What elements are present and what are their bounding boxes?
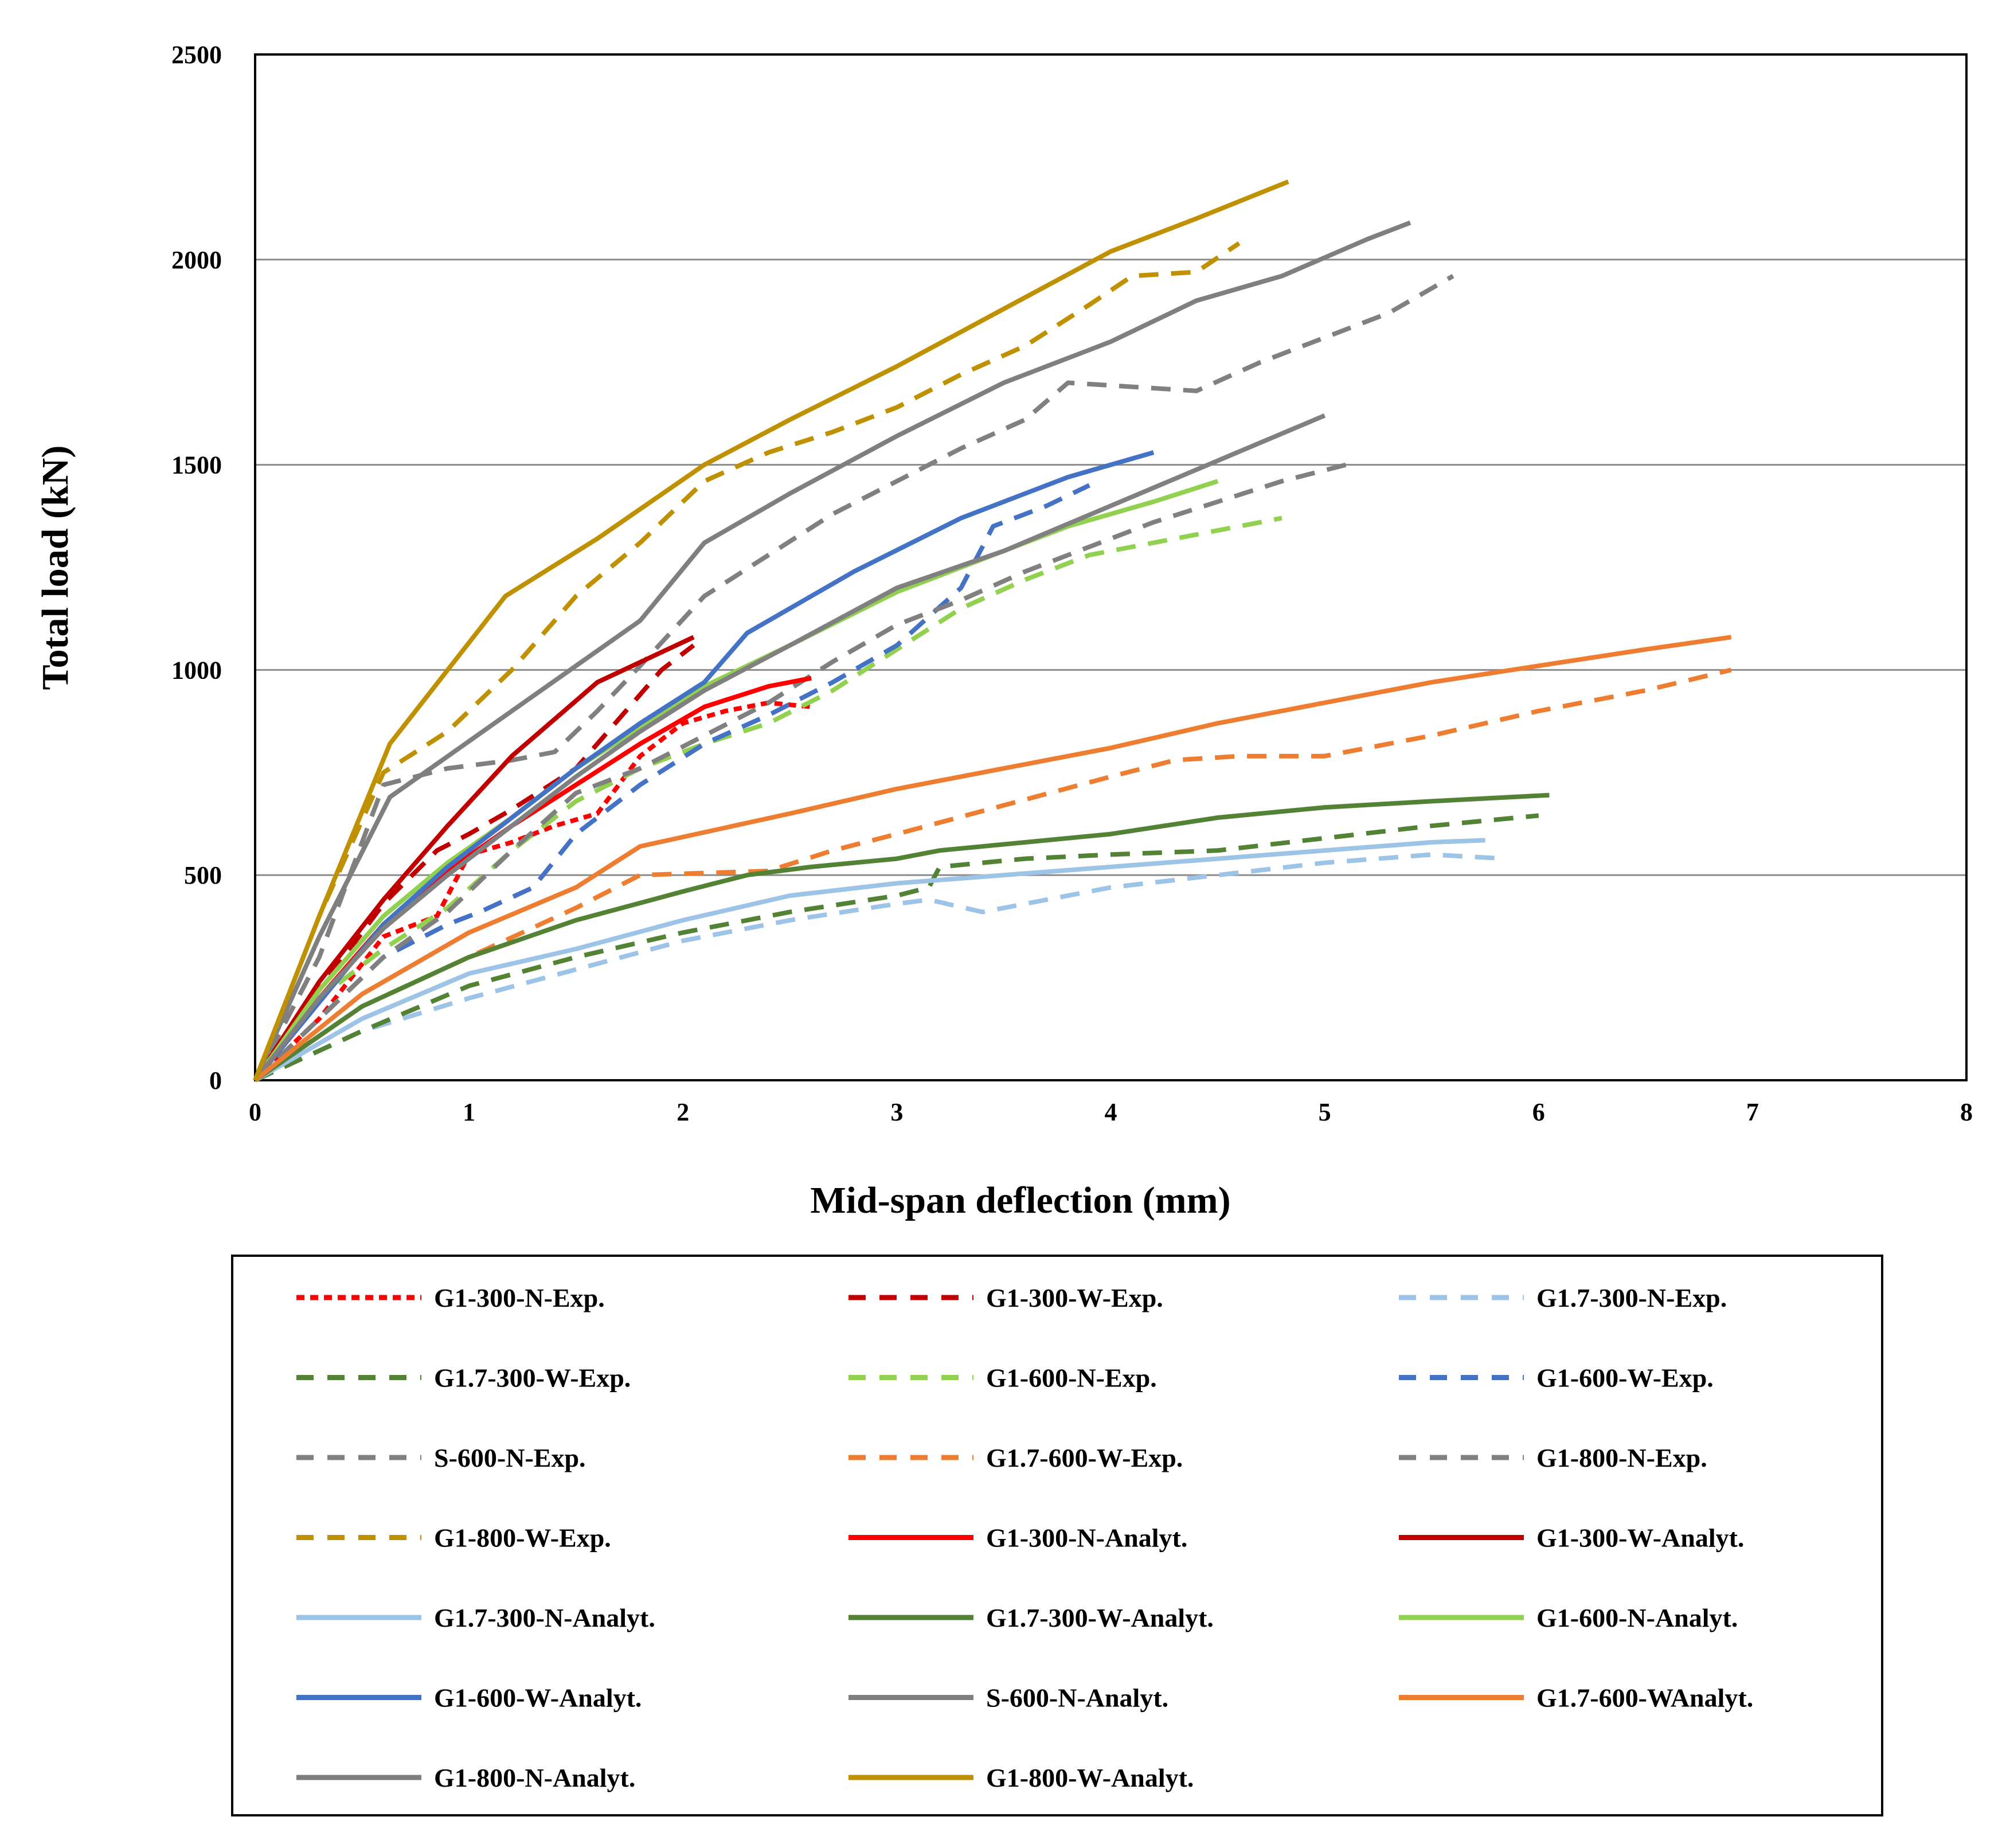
series-line-16	[253, 413, 1326, 1082]
series-line-17	[253, 635, 1732, 1083]
y-tick-label: 500	[184, 861, 222, 889]
legend-label: G1.7-300-W-Analyt.	[986, 1603, 1214, 1632]
x-axis-title: Mid-span deflection (mm)	[810, 1179, 1230, 1221]
series-line-9	[253, 241, 1241, 1081]
legend-label: G1-800-N-Exp.	[1536, 1443, 1707, 1472]
x-tick-label: 0	[249, 1098, 261, 1126]
x-tick-label: 8	[1960, 1098, 1973, 1126]
legend-label: G1-800-W-Exp.	[434, 1523, 611, 1553]
x-tick-label: 2	[677, 1098, 689, 1126]
x-tick-label: 4	[1105, 1098, 1117, 1126]
legend-label: S-600-N-Analyt.	[986, 1683, 1168, 1713]
y-tick-label: 1000	[171, 656, 222, 684]
series-line-1	[253, 643, 695, 1082]
legend-label: G1-300-W-Exp.	[986, 1283, 1163, 1312]
y-tick-label: 2500	[171, 41, 222, 69]
series-line-13	[253, 792, 1550, 1083]
plot-area-border	[254, 53, 1968, 1081]
legend-label: G1-600-N-Analyt.	[1536, 1603, 1738, 1632]
y-axis-tick-labels: 0 500 1000 1500 2000 2500	[171, 41, 222, 1095]
legend-label: G1-600-W-Analyt.	[434, 1683, 642, 1713]
x-tick-label: 7	[1746, 1098, 1759, 1126]
series-line-5	[253, 483, 1090, 1082]
series-line-18	[253, 220, 1411, 1081]
series-line-4	[253, 515, 1282, 1082]
series-line-3	[254, 813, 1539, 1083]
series-line-11	[253, 635, 695, 1082]
legend-label: G1-300-N-Exp.	[434, 1283, 605, 1312]
x-axis-tick-labels: 0 1 2 3 4 5 6 7 8	[249, 1098, 1973, 1126]
legend-label: G1-300-N-Analyt.	[986, 1523, 1187, 1553]
legend-label: G1-600-W-Exp.	[1536, 1363, 1714, 1393]
legend-label: S-600-N-Exp.	[434, 1443, 586, 1472]
series-line-12	[254, 838, 1485, 1083]
legend: G1-300-N-Exp. G1-300-W-Exp. G1.7-300-N-Exp…	[296, 1283, 1753, 1792]
y-tick-label: 0	[209, 1066, 222, 1095]
y-axis-title: Total load (kN)	[34, 446, 76, 690]
x-tick-label: 5	[1319, 1098, 1331, 1126]
series-line-2	[254, 852, 1507, 1083]
legend-label: G1.7-300-N-Analyt.	[434, 1603, 655, 1632]
legend-label: G1-600-N-Exp.	[986, 1363, 1157, 1393]
series-line-7	[253, 667, 1732, 1083]
series-line-15	[253, 450, 1155, 1082]
series-lines	[253, 179, 1732, 1083]
y-tick-label: 2000	[171, 246, 222, 274]
legend-label: G1-800-W-Analyt.	[986, 1763, 1194, 1792]
x-tick-label: 1	[463, 1098, 475, 1126]
series-line-0	[253, 700, 812, 1082]
legend-label: G1.7-600-W-Exp.	[986, 1443, 1183, 1472]
legend-label: G1.7-600-WAnalyt.	[1536, 1683, 1753, 1713]
legend-box	[231, 1255, 1883, 1816]
legend-label: G1-800-N-Analyt.	[434, 1763, 635, 1792]
series-line-19	[253, 179, 1289, 1081]
legend-label: G1.7-300-N-Exp.	[1536, 1283, 1727, 1312]
legend-label: G1.7-300-W-Exp.	[434, 1363, 631, 1393]
legend-label: G1-300-W-Analyt.	[1536, 1523, 1744, 1553]
y-tick-label: 1500	[171, 451, 222, 479]
x-tick-label: 3	[890, 1098, 903, 1126]
x-tick-label: 6	[1532, 1098, 1545, 1126]
